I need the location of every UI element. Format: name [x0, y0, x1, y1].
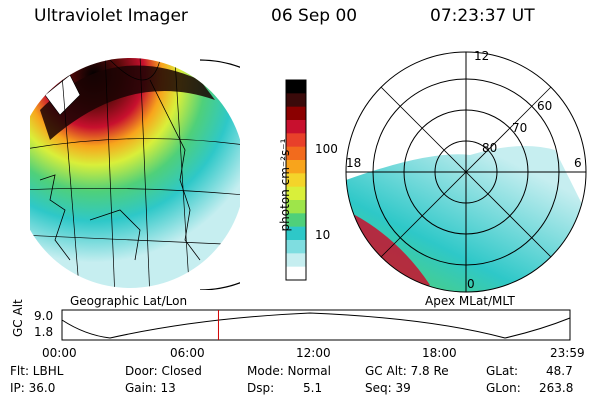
- x-tick-1800: 18:00: [422, 346, 457, 360]
- geographic-map: [30, 58, 240, 290]
- greenland-shape: [44, 74, 81, 116]
- time-label: 07:23:37 UT: [430, 6, 535, 26]
- y-tick-1-8: 1.8: [34, 325, 53, 339]
- colorbar-segment: [286, 266, 306, 281]
- mlt-label-6: 6: [574, 156, 582, 170]
- left-map-caption: Geographic Lat/Lon: [70, 294, 187, 308]
- lat-label-60: 60: [537, 99, 552, 113]
- gc-alt-axis-label: GC Alt: [11, 299, 25, 337]
- colorbar-segment: [286, 186, 306, 201]
- glat-label: GLat:: [486, 364, 519, 378]
- colorbar-segment: [286, 253, 306, 268]
- date-label: 06 Sep 00: [271, 6, 358, 26]
- timeline-frame: [61, 309, 571, 341]
- colorbar-segment: [286, 213, 306, 228]
- flt-info: Flt: LBHL: [10, 364, 64, 378]
- colorbar-segment: [286, 80, 306, 94]
- colorbar-segment: [286, 106, 306, 121]
- mlt-label-18: 18: [346, 156, 361, 170]
- colorbar-segment: [286, 120, 306, 134]
- polar-diagonal-2: [380, 86, 552, 258]
- colorbar-tick-10: 10: [315, 228, 331, 242]
- colorbar: [285, 79, 307, 281]
- lat-label-80: 80: [482, 141, 497, 155]
- x-tick-1200: 12:00: [296, 346, 331, 360]
- x-tick-0600: 06:00: [170, 346, 205, 360]
- polar-aurora: [346, 146, 586, 292]
- colorbar-segment: [286, 133, 306, 148]
- colorbar-frame: [285, 79, 307, 281]
- colorbar-segment: [286, 93, 306, 108]
- colorbar-segment: [286, 226, 306, 241]
- dsp-label: Dsp:: [247, 381, 275, 395]
- gain-info: Gain: 13: [125, 381, 176, 395]
- mlt-label-0: 0: [467, 277, 475, 291]
- colorbar-segment: [286, 146, 306, 161]
- glat-value: 48.7: [546, 364, 573, 378]
- seq-info: Seq: 39: [365, 381, 411, 395]
- timeline-panel: GC Alt 9.0 1.8 00:00 06:00 12:00 18:00 2…: [11, 299, 585, 360]
- gcalt-info: GC Alt: 7.8 Re: [365, 364, 449, 378]
- colorbar-tick-100: 100: [315, 142, 338, 156]
- lat-lon-grid: [30, 58, 240, 288]
- x-tick-0000: 00:00: [42, 346, 77, 360]
- mode-info: Mode: Normal: [247, 364, 331, 378]
- right-map-caption: Apex MLat/MLT: [425, 294, 515, 308]
- ip-info: IP: 36.0: [10, 381, 56, 395]
- app-title: Ultraviolet Imager: [34, 6, 188, 26]
- aurora-peak-band: [40, 65, 215, 140]
- dsp-value: 5.1: [303, 381, 323, 395]
- colorbar-unit-label: photon cm⁻²s⁻¹: [278, 138, 292, 232]
- lat-label-70: 70: [512, 121, 527, 135]
- colorbar-segment: [286, 173, 306, 188]
- coastlines: [39, 79, 201, 261]
- glon-label: GLon:: [486, 381, 521, 395]
- mlt-label-12: 12: [474, 49, 489, 63]
- glon-value: 263.8: [539, 381, 574, 395]
- x-tick-2359: 23:59: [550, 346, 585, 360]
- colorbar-segment: [286, 200, 306, 214]
- colorbar-segment: [286, 160, 306, 174]
- orbit-altitude-curve: [61, 312, 571, 339]
- colorbar-segment: [286, 240, 306, 254]
- door-info: Door: Closed: [125, 364, 202, 378]
- y-tick-9: 9.0: [34, 309, 53, 323]
